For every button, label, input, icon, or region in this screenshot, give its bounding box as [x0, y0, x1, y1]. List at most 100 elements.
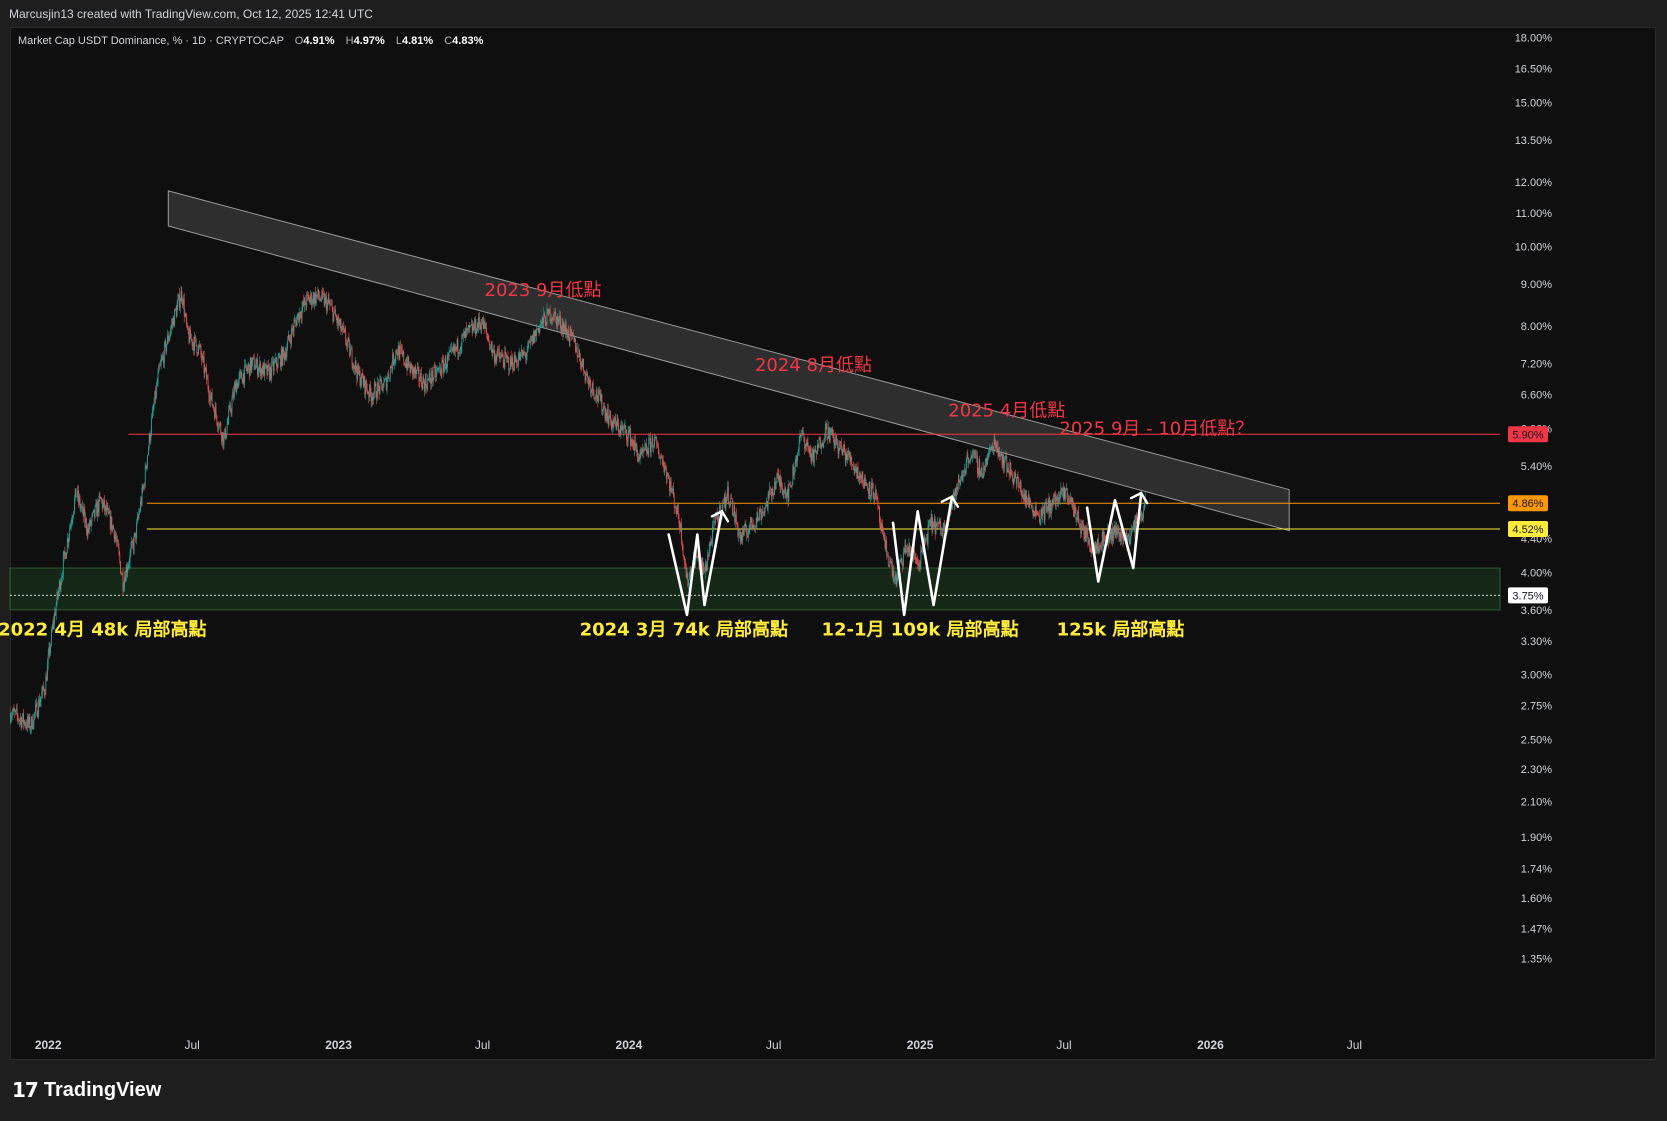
candle-body: [132, 541, 133, 543]
candle-body: [813, 449, 814, 464]
candle-body: [58, 590, 59, 597]
candle-body: [787, 489, 789, 501]
candle-body: [840, 443, 842, 450]
candle-body: [218, 423, 220, 428]
candle-body: [567, 329, 569, 339]
candle-body: [476, 323, 478, 334]
candle-body: [676, 511, 678, 514]
candle-body: [580, 365, 582, 368]
candle-body: [206, 378, 208, 380]
candle-body: [1119, 532, 1121, 537]
candle-body: [1078, 522, 1080, 524]
candle-body: [548, 309, 550, 315]
candle-body: [968, 460, 970, 463]
candle-body: [554, 311, 556, 313]
candle-body: [730, 498, 732, 503]
candle-body: [417, 367, 419, 369]
candle-body: [450, 348, 452, 351]
candle-body: [795, 455, 797, 464]
candle-body: [969, 458, 971, 461]
candle-body: [430, 380, 432, 384]
candle-body: [973, 451, 975, 454]
candle-body: [49, 646, 51, 654]
candle-body: [250, 357, 252, 371]
candle-body: [403, 351, 405, 363]
candle-body: [828, 427, 830, 441]
candle-body: [302, 301, 304, 308]
candle-body: [775, 482, 777, 490]
candle-body: [781, 481, 783, 488]
candle-body: [473, 326, 475, 330]
candle-body: [834, 443, 836, 446]
candle-body: [930, 520, 931, 526]
candle-body: [481, 324, 483, 330]
candle-body: [148, 434, 150, 449]
candle-body: [894, 579, 896, 582]
candle-body: [999, 452, 1001, 457]
candle-body: [906, 551, 907, 553]
candle-body: [626, 439, 628, 442]
candle-body: [357, 364, 359, 380]
candle-body: [782, 492, 784, 495]
candle-body: [342, 325, 343, 331]
candle-body: [630, 428, 631, 446]
candle-body: [1115, 527, 1117, 534]
candle-body: [638, 457, 639, 462]
candle-body: [1032, 510, 1034, 517]
candle-body: [362, 373, 363, 379]
candle-body: [1048, 499, 1050, 514]
candle-body: [330, 304, 332, 306]
candle-body: [78, 497, 80, 502]
candle-body: [836, 435, 837, 444]
candle-body: [412, 367, 414, 375]
tradingview-brand[interactable]: 17 TradingView: [12, 1078, 161, 1102]
candle-body: [509, 356, 511, 370]
candle-body: [86, 530, 88, 536]
candle-body: [129, 551, 131, 563]
candle-body: [786, 489, 788, 494]
candle-body: [171, 323, 173, 325]
candle-body: [824, 438, 826, 442]
candle-body: [646, 444, 647, 453]
candle-body: [1056, 497, 1058, 499]
candle-body: [349, 340, 351, 356]
candle-body: [708, 548, 710, 557]
candle-body: [200, 345, 202, 355]
candle-body: [595, 390, 597, 399]
candle-body: [175, 309, 176, 311]
candle-body: [393, 361, 395, 365]
candle-body: [22, 713, 24, 720]
candle-body: [388, 373, 390, 379]
candle-body: [879, 521, 881, 523]
candle-body: [713, 521, 715, 523]
candle-body: [451, 347, 452, 349]
candle-body: [245, 364, 247, 369]
candle-body: [958, 480, 960, 483]
candle-body: [411, 363, 413, 366]
candle-body: [755, 522, 757, 527]
candle-body: [82, 505, 84, 517]
candle-body: [431, 370, 433, 384]
candle-body: [750, 517, 752, 524]
candle-body: [486, 332, 488, 337]
candle-body: [359, 370, 361, 386]
candle-body: [655, 437, 657, 439]
candle-body: [193, 342, 195, 352]
candle-body: [840, 441, 841, 444]
candle-body: [975, 452, 977, 457]
candle-body: [11, 716, 12, 718]
candle-body: [629, 428, 631, 432]
candle-body: [1132, 527, 1134, 529]
candle-body: [918, 565, 920, 570]
candle-body: [697, 556, 699, 557]
candle-body: [89, 520, 90, 530]
candle-body: [79, 497, 81, 508]
candle-body: [498, 348, 499, 351]
candle-body: [397, 345, 399, 356]
candle-body: [344, 329, 346, 332]
chart-pane[interactable]: [10, 27, 1656, 1060]
candle-body: [141, 487, 143, 505]
candle-body: [745, 524, 747, 532]
candle-body: [143, 484, 145, 489]
